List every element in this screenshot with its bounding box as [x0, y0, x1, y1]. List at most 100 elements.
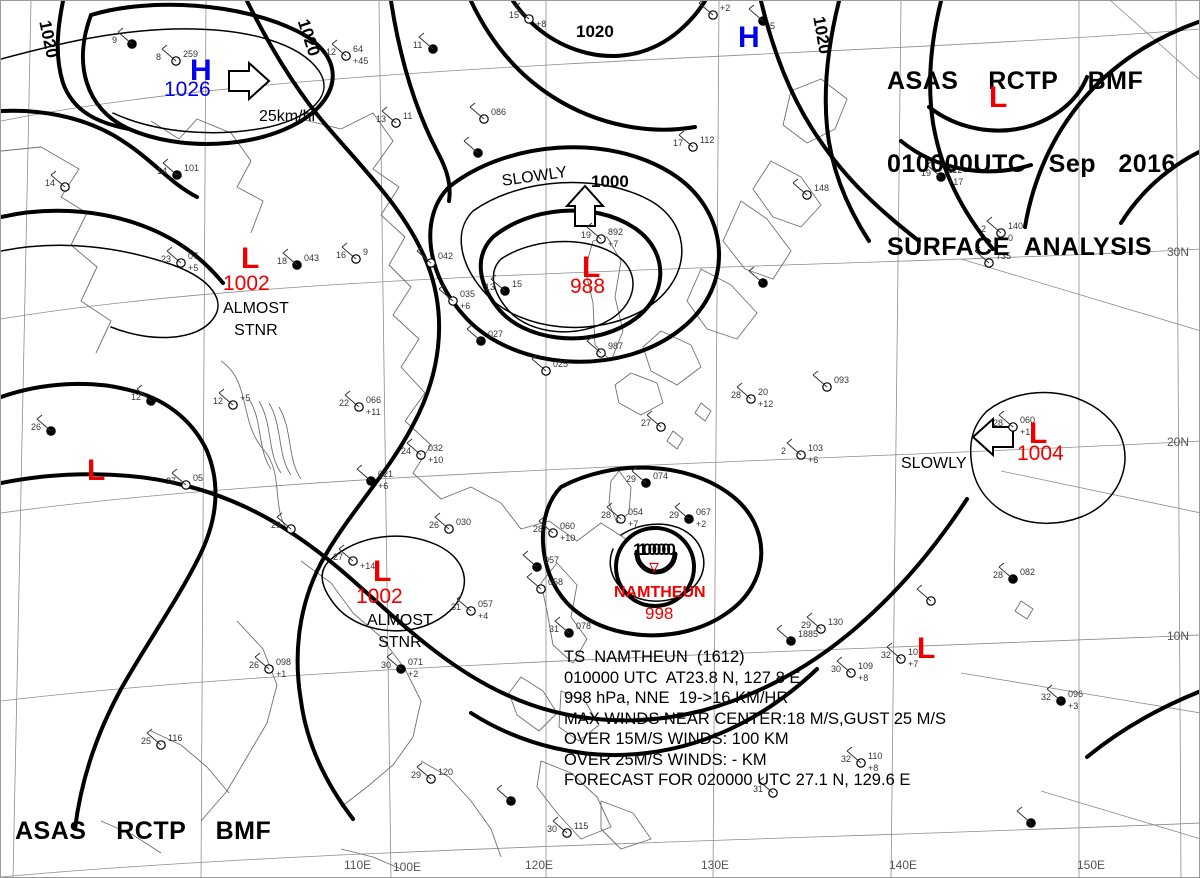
- station-temperature: 2: [781, 446, 786, 456]
- wind-barb: [526, 572, 542, 590]
- typhoon-info-line-2: 998 hPa, NNE 19->16 KM/HR: [564, 689, 789, 707]
- station-plot: 28 082: [993, 562, 1035, 584]
- station-tendency: +10: [560, 533, 575, 543]
- movement-arrows: [228, 60, 1014, 458]
- station-plot: 28 20 +12: [731, 382, 773, 409]
- isobar-label-1000-5: 1000: [638, 540, 676, 559]
- isobar-label-1000-4: 1000: [591, 172, 629, 191]
- station-plot: 11: [413, 32, 438, 54]
- station-pressure: 1885: [798, 629, 818, 639]
- station-tendency: +11: [366, 407, 381, 417]
- station-temperature: 8: [156, 52, 161, 62]
- motion-label-high-1026: 25km/hr: [259, 109, 317, 125]
- station-temperature: 14: [45, 178, 55, 188]
- wind-barb: [586, 336, 602, 354]
- station-plot: 16 9: [336, 242, 368, 264]
- wind-barb: [998, 562, 1014, 580]
- motion-line: ALMOST: [223, 300, 289, 317]
- station-pressure: 060: [560, 521, 575, 531]
- header-top-right-line2: 010000UTC Sep 2016: [887, 150, 1176, 178]
- station-plot: 14 101: [157, 158, 199, 180]
- station-temperature: 15: [509, 10, 519, 20]
- station-pressure: 086: [491, 107, 506, 117]
- station-temperature: 27: [166, 476, 176, 486]
- wind-barb: [456, 594, 472, 612]
- station-pressure: 066: [366, 395, 381, 405]
- motion-line: STNR: [378, 634, 422, 651]
- wind-barb: [836, 656, 852, 674]
- station-temperature: 28: [533, 524, 543, 534]
- pressure-center-high-1026: H: [190, 54, 212, 87]
- header-top-right-line1: ASAS RCTP BMF: [887, 67, 1144, 95]
- station-pressure: 987: [608, 341, 623, 351]
- station-tendency: +12: [758, 399, 773, 409]
- station-pressure: 103: [808, 443, 823, 453]
- wind-barb: [36, 414, 52, 432]
- station-tendency: 5: [770, 21, 775, 31]
- station-tendency: +8: [868, 763, 878, 773]
- station-pressure: 057: [544, 555, 559, 565]
- wind-barb: [916, 584, 932, 602]
- station-tendency: +14: [360, 561, 375, 571]
- pressure-value-high-1026: 1026: [164, 78, 211, 101]
- station-plot: 035+6: [438, 284, 475, 311]
- station-plot: 26 030: [429, 512, 471, 534]
- typhoon-info-line-6: FORECAST FOR 020000 UTC 27.1 N, 129.6 E: [564, 771, 911, 789]
- station-pressure: 030: [456, 517, 471, 527]
- station-pressure: 021: [378, 469, 393, 479]
- wind-barb: [356, 464, 372, 482]
- station-tendency: +7: [608, 239, 618, 249]
- station-pressure: 043: [304, 253, 319, 263]
- station-plot: 12 64 +45: [326, 39, 368, 66]
- station-pressure: 082: [1020, 567, 1035, 577]
- longitude-label-130E: 130E: [701, 858, 730, 872]
- station-temperature: 28: [731, 390, 741, 400]
- station-plot: 32 101 +7: [881, 642, 923, 669]
- header-bottom-left: ASAS RCTP BMF 010000UTC Sep 2016 SURFACE…: [15, 769, 304, 877]
- station-plot: 29 120: [411, 762, 453, 784]
- station-temperature: 24: [401, 446, 411, 456]
- header-top-right: ASAS RCTP BMF 010000UTC Sep 2016 SURFACE…: [887, 19, 1176, 310]
- station-tendency: +7: [628, 519, 638, 529]
- typhoon-isobar-label: 1000: [633, 540, 671, 559]
- wind-barb: [381, 106, 397, 124]
- station-pressure: 109: [858, 661, 873, 671]
- station-tendency: +8: [858, 673, 868, 683]
- station-plot: 057: [522, 550, 559, 572]
- station-plot: 042: [416, 246, 453, 268]
- wind-barb: [254, 652, 270, 670]
- station-plot: 12: [131, 384, 156, 406]
- typhoon-name-label: NAMTHEUN: [614, 584, 706, 601]
- header-top-right-line3: SURFACE ANALYSIS: [887, 233, 1153, 261]
- typhoon-info-line-3: MAX WINDS NEAR CENTER:18 M/S,GUST 25 M/S: [564, 709, 947, 728]
- motion-label-low-1004-east: SLOWLY: [901, 456, 967, 472]
- station-tendency: +6: [378, 481, 388, 491]
- station-temperature: 29: [669, 510, 679, 520]
- wind-barb: [748, 266, 764, 284]
- station-temperature: 9: [112, 35, 117, 45]
- station-temperature: 26: [429, 520, 439, 530]
- wind-barb: [171, 468, 187, 486]
- station-pressure: 054: [628, 507, 643, 517]
- wind-barb: [416, 762, 432, 780]
- station-temperature: 30: [831, 664, 841, 674]
- station-pressure: 64: [353, 44, 363, 54]
- station-temperature: 2: [981, 224, 986, 234]
- wind-barb: [974, 246, 990, 264]
- station-pressure: 057: [478, 599, 493, 609]
- station-tendency: +17: [948, 177, 963, 187]
- longitude-label-100E: 100E: [393, 860, 422, 874]
- station-plot: 31: [753, 776, 778, 798]
- pressure-value-low-1004-east: 1004: [1017, 442, 1064, 465]
- station-plot: 24 032 +10: [401, 438, 443, 465]
- wind-barb: [886, 642, 902, 660]
- station-temperature: 32: [881, 650, 891, 660]
- station-pressure: 116: [168, 733, 182, 743]
- wind-barb: [438, 284, 454, 302]
- wind-barb: [161, 44, 177, 62]
- station-tendency: +6: [808, 455, 818, 465]
- typhoon-info-block: TS NAMTHEUN (1612) 010000 UTC AT23.8 N, 1…: [564, 649, 946, 789]
- wind-barb: [846, 746, 862, 764]
- station-tendency: +4: [478, 611, 488, 621]
- wind-barb: [606, 502, 622, 520]
